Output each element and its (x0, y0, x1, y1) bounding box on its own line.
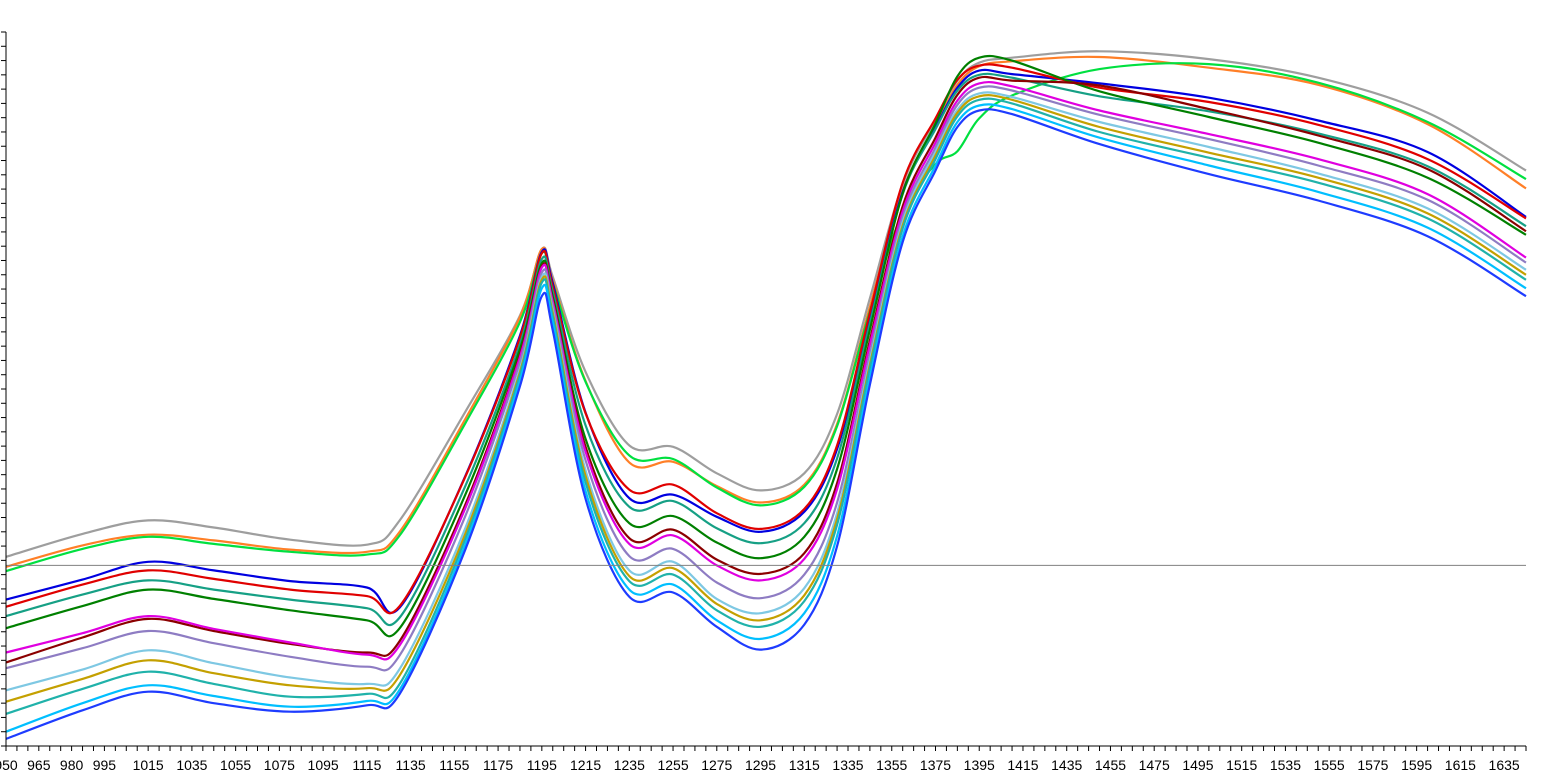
x-tick-label: 965 (27, 757, 51, 773)
y-axis-ticks (1, 31, 6, 747)
x-tick-label: 1475 (1139, 757, 1170, 773)
x-tick-label: 1355 (876, 757, 907, 773)
x-tick-label: 1015 (133, 757, 164, 773)
spectrum-line-14 (5, 103, 1527, 733)
x-tick-label: 995 (93, 757, 117, 773)
x-tick-label: 1435 (1051, 757, 1082, 773)
spectrum-line-8 (5, 75, 1527, 664)
x-tick-label: 1315 (789, 757, 820, 773)
x-tick-label: 1295 (745, 757, 776, 773)
x-tick-label: 1575 (1357, 757, 1388, 773)
x-tick-label: 1035 (176, 757, 207, 773)
x-tick-label: 1075 (264, 757, 295, 773)
x-tick-label: 1195 (527, 757, 557, 773)
x-tick-label: 1335 (832, 757, 863, 773)
x-tick-label: 1055 (220, 757, 251, 773)
x-tick-label: 1515 (1226, 757, 1257, 773)
x-tick-label: 1395 (964, 757, 995, 773)
x-tick-label: 1155 (439, 757, 469, 773)
x-tick-label: 1635 (1489, 757, 1520, 773)
spectrum-line-11 (5, 91, 1527, 692)
x-tick-label: 1535 (1270, 757, 1301, 773)
x-tick-label: 1555 (1314, 757, 1345, 773)
x-tick-label: 1135 (396, 757, 426, 773)
x-tick-label: 1215 (570, 757, 601, 773)
x-tick-label: 1415 (1007, 757, 1038, 773)
spectrum-line-7 (5, 54, 1527, 638)
x-tick-label: 1095 (308, 757, 339, 773)
spectrum-line-12 (5, 93, 1527, 703)
spectrum-line-4 (5, 68, 1527, 615)
spectrum-line-6 (5, 72, 1527, 626)
x-tick-label: 1455 (1095, 757, 1126, 773)
series-lines (5, 50, 1527, 740)
x-axis-tick-labels: 950 965 980 995 1015 1035 1055 1075 1095 1115 1135… (0, 757, 1520, 773)
x-tick-label: 1255 (657, 757, 688, 773)
x-tick-label: 1375 (920, 757, 951, 773)
x-tick-label: 1115 (352, 757, 381, 773)
spectrum-line-3 (5, 62, 1527, 573)
spectrum-line-2 (5, 55, 1527, 568)
x-tick-label: 1595 (1401, 757, 1432, 773)
x-axis-ticks (5, 746, 1527, 751)
x-tick-label: 980 (60, 757, 84, 773)
x-tick-label: 1615 (1445, 757, 1476, 773)
x-tick-label: 950 (0, 757, 18, 773)
x-tick-label: 1175 (483, 757, 513, 773)
x-tick-label: 1495 (1182, 757, 1213, 773)
spectrum-line-15 (5, 108, 1527, 740)
x-tick-label: 1275 (701, 757, 732, 773)
spectrum-line-10 (5, 85, 1527, 672)
x-tick-label: 1235 (614, 757, 645, 773)
spectrum-line-1 (5, 50, 1527, 558)
spectrum-line-13 (5, 97, 1527, 715)
